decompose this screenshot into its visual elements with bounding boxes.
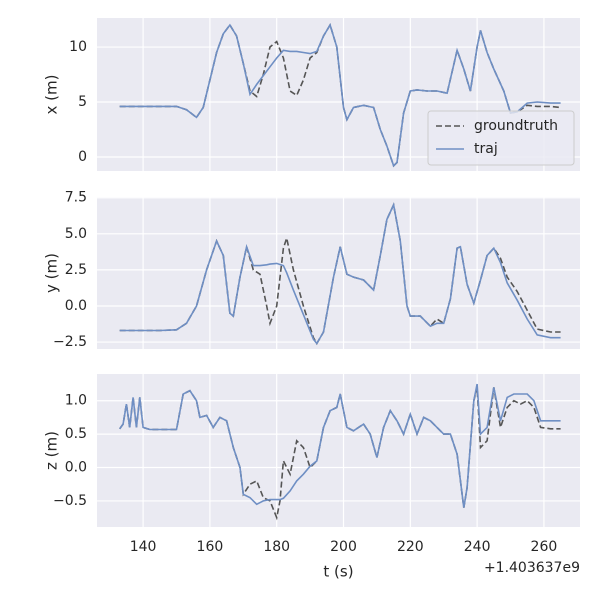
x-tick-label: 240 [464,539,491,555]
y-tick-label: 0.0 [65,298,87,314]
y-tick-label: 7.5 [65,190,87,206]
x-tick-label: 140 [130,539,157,555]
x-tick-label: 220 [397,539,424,555]
y-tick-label: −0.5 [53,493,87,509]
x-tick-label: 260 [531,539,558,555]
y-tick-label: −2.5 [53,334,87,350]
y-tick-label: 10 [69,39,87,55]
y-tick-label: 5 [78,94,87,110]
y-tick-label: 0 [78,149,87,165]
y-tick-label: 1.0 [65,393,87,409]
legend-box [427,110,575,166]
y-tick-label: 0.5 [65,426,87,442]
series-line [119,202,561,345]
x-tick-label: 200 [330,539,357,555]
y-axis-label: z (m) [43,431,61,470]
legend-label: groundtruth [474,118,558,134]
y-tick-label: 5.0 [65,226,87,242]
y-tick-label: 2.5 [65,262,87,278]
y-tick-label: 0.0 [65,460,87,476]
y-axis-label: x (m) [43,75,61,115]
y-axis-label: y (m) [43,253,61,293]
legend: groundtruth traj [427,110,575,166]
plot-area [97,197,580,349]
series-line [119,23,561,168]
x-tick-label: 160 [197,539,224,555]
subplot: 0 5 10 x (m) groundtruth traj [43,18,580,171]
x-axis-label: t (s) [323,563,353,581]
subplot: −2.5 0.0 2.5 5.0 7.5 y (m) [43,190,580,350]
legend-label: traj [474,141,498,157]
x-offset-label: +1.403637e9 [484,560,580,576]
subplot: 140 160 180 200 220 240 260 −0.5 0.0 0.5 1.0 z (m) t… [43,374,580,581]
series-line [119,383,561,508]
x-tick-label: 180 [263,539,290,555]
